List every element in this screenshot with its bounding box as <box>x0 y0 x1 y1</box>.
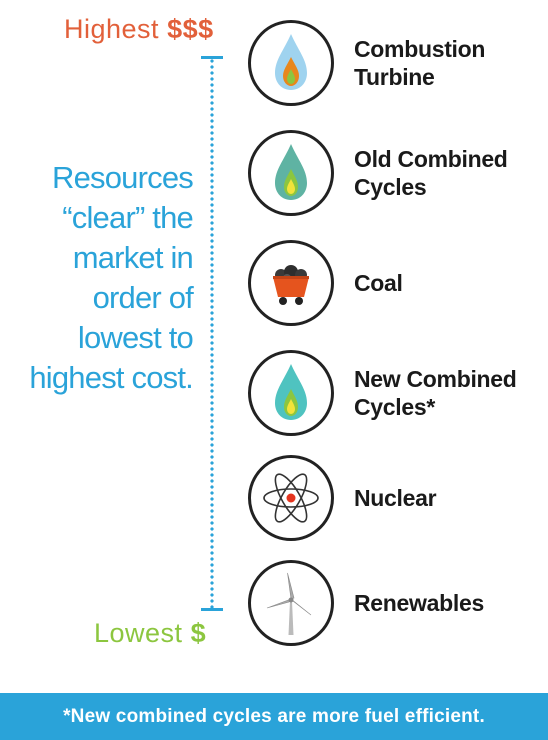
coal-cart-icon <box>273 265 309 305</box>
resource-icon-circle <box>248 240 334 326</box>
resource-label: New Combined Cycles* <box>354 366 517 420</box>
footnote-banner: *New combined cycles are more fuel effic… <box>0 693 548 740</box>
resource-icon-circle <box>248 560 334 646</box>
highest-symbol: $$$ <box>167 14 214 44</box>
explanation-line: highest cost. <box>29 360 193 395</box>
wind-turbine-icon <box>266 572 312 635</box>
market-clearing-explanation: Resources “clear” the market in order of… <box>3 158 193 398</box>
flame-blue-icon <box>275 34 307 90</box>
explanation-line: Resources <box>52 160 194 195</box>
explanation-line: market in <box>72 240 194 275</box>
resource-renewables: Renewables <box>248 560 548 646</box>
resource-icon-circle <box>248 350 334 436</box>
explanation-line: “clear” the <box>62 200 194 235</box>
resource-old-combined-cycles: Old Combined Cycles <box>248 130 548 216</box>
resource-icon-circle <box>248 455 334 541</box>
scale-top-cap <box>201 56 223 59</box>
lowest-word: Lowest <box>94 618 183 648</box>
resource-label: Nuclear <box>354 485 437 511</box>
resource-new-combined-cycles: New Combined Cycles* <box>248 350 548 436</box>
flame-teal-icon <box>275 144 307 200</box>
highest-cost-label: Highest $$$ <box>64 14 214 45</box>
footnote-text: *New combined cycles are more fuel effic… <box>63 706 485 727</box>
resource-nuclear: Nuclear <box>248 455 548 541</box>
resource-icon-circle <box>248 20 334 106</box>
resource-label: Combustion Turbine <box>354 36 486 90</box>
resource-label: Coal <box>354 270 403 296</box>
scale-bottom-cap <box>201 608 223 611</box>
resource-coal: Coal <box>248 240 548 326</box>
lowest-cost-label: Lowest $ <box>94 618 206 649</box>
highest-word: Highest <box>64 14 160 44</box>
resource-combustion-turbine: Combustion Turbine <box>248 20 548 106</box>
explanation-line: lowest to <box>77 320 194 355</box>
cost-scale-dotted-line <box>210 58 214 610</box>
explanation-line: order of <box>92 280 194 315</box>
resource-icon-circle <box>248 130 334 216</box>
flame-teal-icon <box>275 364 307 420</box>
resource-label: Renewables <box>354 590 484 616</box>
atom-icon <box>263 473 319 523</box>
resource-label: Old Combined Cycles <box>354 146 508 200</box>
lowest-symbol: $ <box>190 618 207 648</box>
